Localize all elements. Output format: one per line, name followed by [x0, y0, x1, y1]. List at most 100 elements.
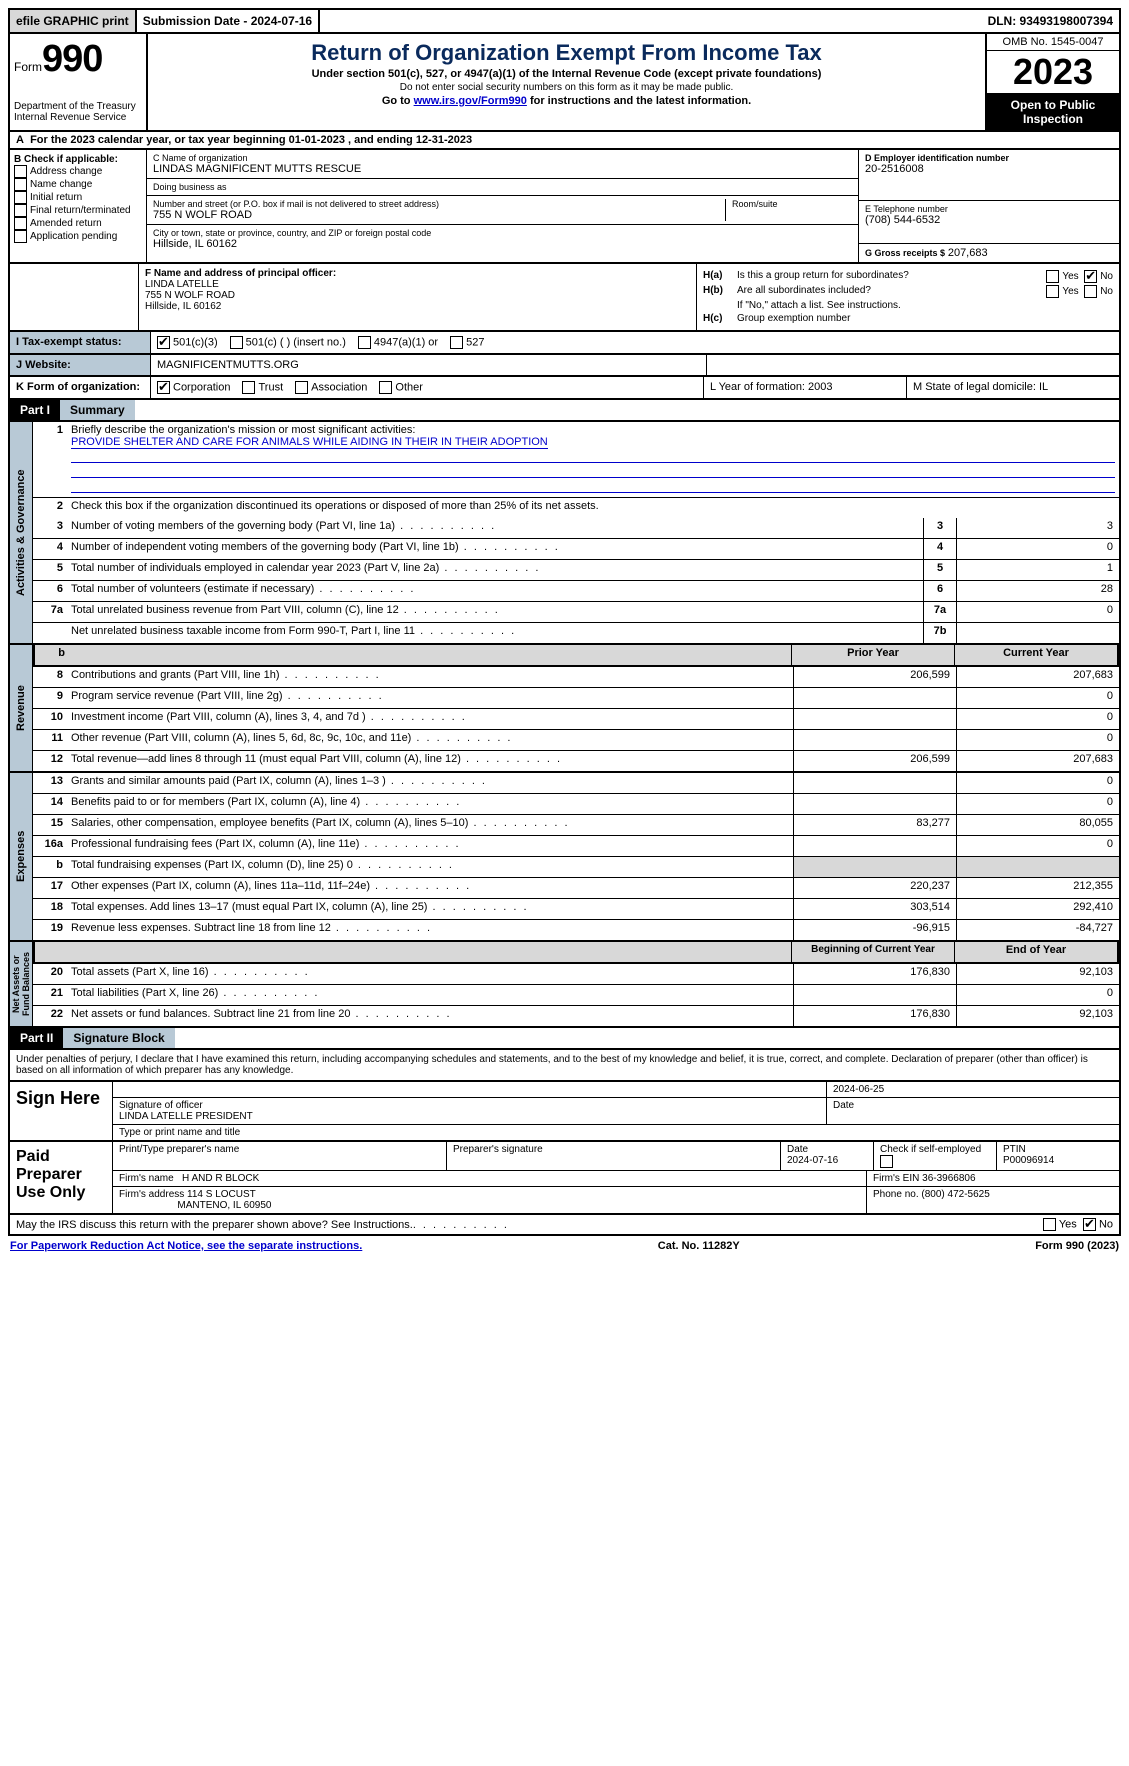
- j-val: MAGNIFICENTMUTTS.ORG: [151, 355, 706, 375]
- paid-preparer-block: Paid Preparer Use Only Print/Type prepar…: [8, 1142, 1121, 1215]
- block-fh: F Name and address of principal officer:…: [8, 264, 1121, 332]
- pp-addr2: MANTENO, IL 60950: [177, 1200, 271, 1211]
- part1-header: Part I Summary: [8, 400, 1121, 422]
- i-body: 501(c)(3) 501(c) ( ) (insert no.) 4947(a…: [151, 332, 1119, 353]
- open-to-public: Open to Public Inspection: [987, 94, 1119, 130]
- tax-year: 2023: [987, 51, 1119, 94]
- hc-txt: Group exemption number: [737, 313, 1113, 324]
- footer-mid: Cat. No. 11282Y: [658, 1240, 740, 1252]
- sum-line: 7aTotal unrelated business revenue from …: [33, 601, 1119, 622]
- sum-line: 12Total revenue—add lines 8 through 11 (…: [33, 750, 1119, 771]
- f-name: LINDA LATELLE: [145, 279, 690, 290]
- vtab-netassets: Net Assets orFund Balances: [10, 942, 33, 1026]
- sum-line: 17Other expenses (Part IX, column (A), l…: [33, 877, 1119, 898]
- vtab-revenue: Revenue: [10, 645, 33, 771]
- pp-phone-lbl: Phone no.: [873, 1189, 919, 1200]
- sign-date-lbl: Date: [827, 1098, 1119, 1124]
- form-title: Return of Organization Exempt From Incom…: [156, 40, 977, 66]
- f-city: Hillside, IL 60162: [145, 301, 690, 312]
- pp-sig-lbl: Preparer's signature: [447, 1142, 781, 1170]
- hb-txt: Are all subordinates included?: [737, 285, 1046, 298]
- b-opt-name: Name change: [14, 178, 142, 191]
- sum-line: 20Total assets (Part X, line 16)176,8309…: [33, 964, 1119, 984]
- k-corp: Corporation: [173, 381, 230, 393]
- c-street: 755 N WOLF ROAD: [153, 209, 725, 221]
- s1: Briefly describe the organization's miss…: [67, 422, 1119, 497]
- i-4947: 4947(a)(1) or: [374, 336, 438, 348]
- subtitle-3: Go to www.irs.gov/Form990 for instructio…: [156, 95, 977, 107]
- vtab-expenses: Expenses: [10, 773, 33, 940]
- sum-line: 9Program service revenue (Part VIII, lin…: [33, 687, 1119, 708]
- footer: For Paperwork Reduction Act Notice, see …: [8, 1236, 1121, 1256]
- summary-governance: Activities & Governance 1 Briefly descri…: [8, 422, 1121, 645]
- s1-val: PROVIDE SHELTER AND CARE FOR ANIMALS WHI…: [71, 436, 548, 449]
- sum-line: 6Total number of volunteers (estimate if…: [33, 580, 1119, 601]
- row-k: K Form of organization: Corporation Trus…: [8, 377, 1121, 400]
- b-opt-amended: Amended return: [14, 217, 142, 230]
- ha-yn: Yes No: [1046, 270, 1113, 283]
- box-c: C Name of organization LINDAS MAGNIFICEN…: [147, 150, 858, 262]
- sig-officer-name: LINDA LATELLE PRESIDENT: [119, 1111, 820, 1122]
- sum-line: 3Number of voting members of the governi…: [33, 518, 1119, 538]
- box-h: H(a) Is this a group return for subordin…: [697, 264, 1119, 330]
- goto-pre: Go to: [382, 95, 414, 107]
- ha-lbl: H(a): [703, 270, 737, 283]
- box-f: F Name and address of principal officer:…: [139, 264, 697, 330]
- sum-line: Net unrelated business taxable income fr…: [33, 622, 1119, 643]
- sum-line: 16aProfessional fundraising fees (Part I…: [33, 835, 1119, 856]
- sum-line: 4Number of independent voting members of…: [33, 538, 1119, 559]
- col-eoy: End of Year: [954, 942, 1117, 962]
- header-left: Form990 Department of the Treasury Inter…: [10, 34, 148, 130]
- goto-post: for instructions and the latest informat…: [527, 95, 751, 107]
- top-bar: efile GRAPHIC print Submission Date - 20…: [8, 8, 1121, 34]
- f-spacer: [10, 264, 139, 330]
- part2-badge: Part II: [10, 1028, 63, 1048]
- pp-addr1: 114 S LOCUST: [187, 1189, 256, 1200]
- vtab-governance: Activities & Governance: [10, 422, 33, 643]
- sum-line: 14Benefits paid to or for members (Part …: [33, 793, 1119, 814]
- box-deg: D Employer identification number 20-2516…: [858, 150, 1119, 262]
- discuss-yn: Yes No: [1043, 1218, 1113, 1231]
- hb-lbl: H(b): [703, 285, 737, 298]
- form-number: 990: [42, 38, 102, 80]
- m-state: M State of legal domicile: IL: [906, 377, 1119, 398]
- g-lbl: G Gross receipts $: [865, 248, 945, 258]
- sum-line: bTotal fundraising expenses (Part IX, co…: [33, 856, 1119, 877]
- part2-header: Part II Signature Block: [8, 1028, 1121, 1050]
- form-header: Form990 Department of the Treasury Inter…: [8, 34, 1121, 132]
- omb-number: OMB No. 1545-0047: [987, 34, 1119, 51]
- sum-line: 8Contributions and grants (Part VIII, li…: [33, 667, 1119, 687]
- k-trust: Trust: [258, 381, 283, 393]
- sum-line: 10Investment income (Part VIII, column (…: [33, 708, 1119, 729]
- hb-note: If "No," attach a list. See instructions…: [737, 300, 1113, 311]
- box-b: B Check if applicable: Address change Na…: [10, 150, 147, 262]
- k-assoc: Association: [311, 381, 367, 393]
- j-lbl: J Website:: [10, 355, 151, 375]
- d-lbl: D Employer identification number: [865, 153, 1113, 163]
- pp-addr-lbl: Firm's address: [119, 1189, 184, 1200]
- discuss-line: May the IRS discuss this return with the…: [8, 1215, 1121, 1236]
- sum-line: 18Total expenses. Add lines 13–17 (must …: [33, 898, 1119, 919]
- col-current: Current Year: [954, 645, 1117, 665]
- col-boy: Beginning of Current Year: [791, 942, 954, 962]
- c-room-lbl: Room/suite: [732, 199, 852, 209]
- pp-phone: (800) 472-5625: [921, 1189, 989, 1200]
- c-name-lbl: C Name of organization: [153, 153, 852, 163]
- efile-badge: efile GRAPHIC print: [10, 10, 137, 32]
- b-opt-pending: Application pending: [14, 230, 142, 243]
- row-j: J Website: MAGNIFICENTMUTTS.ORG: [8, 355, 1121, 377]
- b-opt-address: Address change: [14, 165, 142, 178]
- i-501c3: 501(c)(3): [173, 336, 218, 348]
- sum-line: 22Net assets or fund balances. Subtract …: [33, 1005, 1119, 1026]
- g-val: 207,683: [948, 247, 988, 259]
- summary-expenses: Expenses 13Grants and similar amounts pa…: [8, 773, 1121, 942]
- box-b-title: B Check if applicable:: [14, 154, 142, 165]
- block-bcdeg: B Check if applicable: Address change Na…: [8, 150, 1121, 264]
- ha-txt: Is this a group return for subordinates?: [737, 270, 1046, 283]
- sum-line: 13Grants and similar amounts paid (Part …: [33, 773, 1119, 793]
- submission-date: Submission Date - 2024-07-16: [137, 10, 320, 32]
- sign-here-lbl: Sign Here: [10, 1082, 113, 1140]
- s2: Check this box if the organization disco…: [67, 498, 1119, 518]
- sign-date: 2024-06-25: [827, 1082, 1119, 1097]
- irs-link[interactable]: www.irs.gov/Form990: [414, 95, 527, 107]
